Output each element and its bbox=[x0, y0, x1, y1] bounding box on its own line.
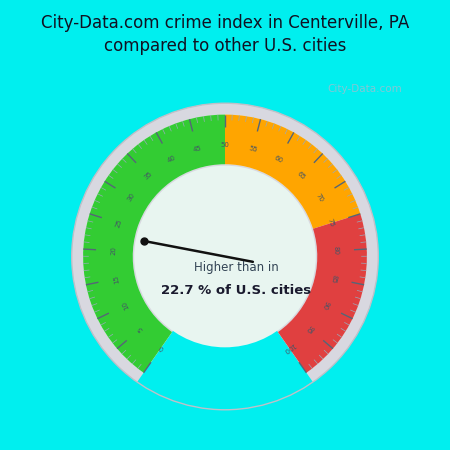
Text: 5: 5 bbox=[137, 325, 144, 332]
Wedge shape bbox=[225, 115, 360, 229]
Text: 80: 80 bbox=[333, 246, 339, 255]
Text: 30: 30 bbox=[126, 192, 136, 203]
Text: 15: 15 bbox=[112, 274, 120, 284]
Text: 0: 0 bbox=[158, 344, 165, 351]
Text: 60: 60 bbox=[274, 154, 284, 164]
Wedge shape bbox=[83, 115, 225, 373]
Text: 45: 45 bbox=[192, 145, 202, 153]
Text: 85: 85 bbox=[330, 274, 338, 284]
Text: 10: 10 bbox=[121, 300, 130, 310]
Text: 35: 35 bbox=[143, 171, 154, 181]
Text: 50: 50 bbox=[220, 142, 230, 148]
Wedge shape bbox=[83, 115, 367, 373]
Text: 25: 25 bbox=[115, 218, 123, 228]
Text: 70: 70 bbox=[314, 192, 324, 203]
Wedge shape bbox=[278, 214, 367, 373]
Circle shape bbox=[134, 166, 316, 347]
Text: 22.7 % of U.S. cities: 22.7 % of U.S. cities bbox=[161, 284, 311, 297]
Text: City-Data.com: City-Data.com bbox=[327, 84, 402, 94]
Text: 75: 75 bbox=[327, 218, 335, 228]
Text: 100: 100 bbox=[282, 341, 296, 354]
Text: Higher than in: Higher than in bbox=[194, 261, 279, 274]
Wedge shape bbox=[72, 103, 378, 382]
Text: 40: 40 bbox=[166, 154, 176, 164]
Text: 20: 20 bbox=[111, 246, 117, 255]
Text: 55: 55 bbox=[248, 145, 258, 153]
Text: 95: 95 bbox=[304, 324, 315, 334]
Text: 65: 65 bbox=[296, 171, 307, 181]
Text: 90: 90 bbox=[320, 300, 329, 310]
Text: City-Data.com crime index in Centerville, PA
compared to other U.S. cities: City-Data.com crime index in Centerville… bbox=[41, 14, 409, 55]
